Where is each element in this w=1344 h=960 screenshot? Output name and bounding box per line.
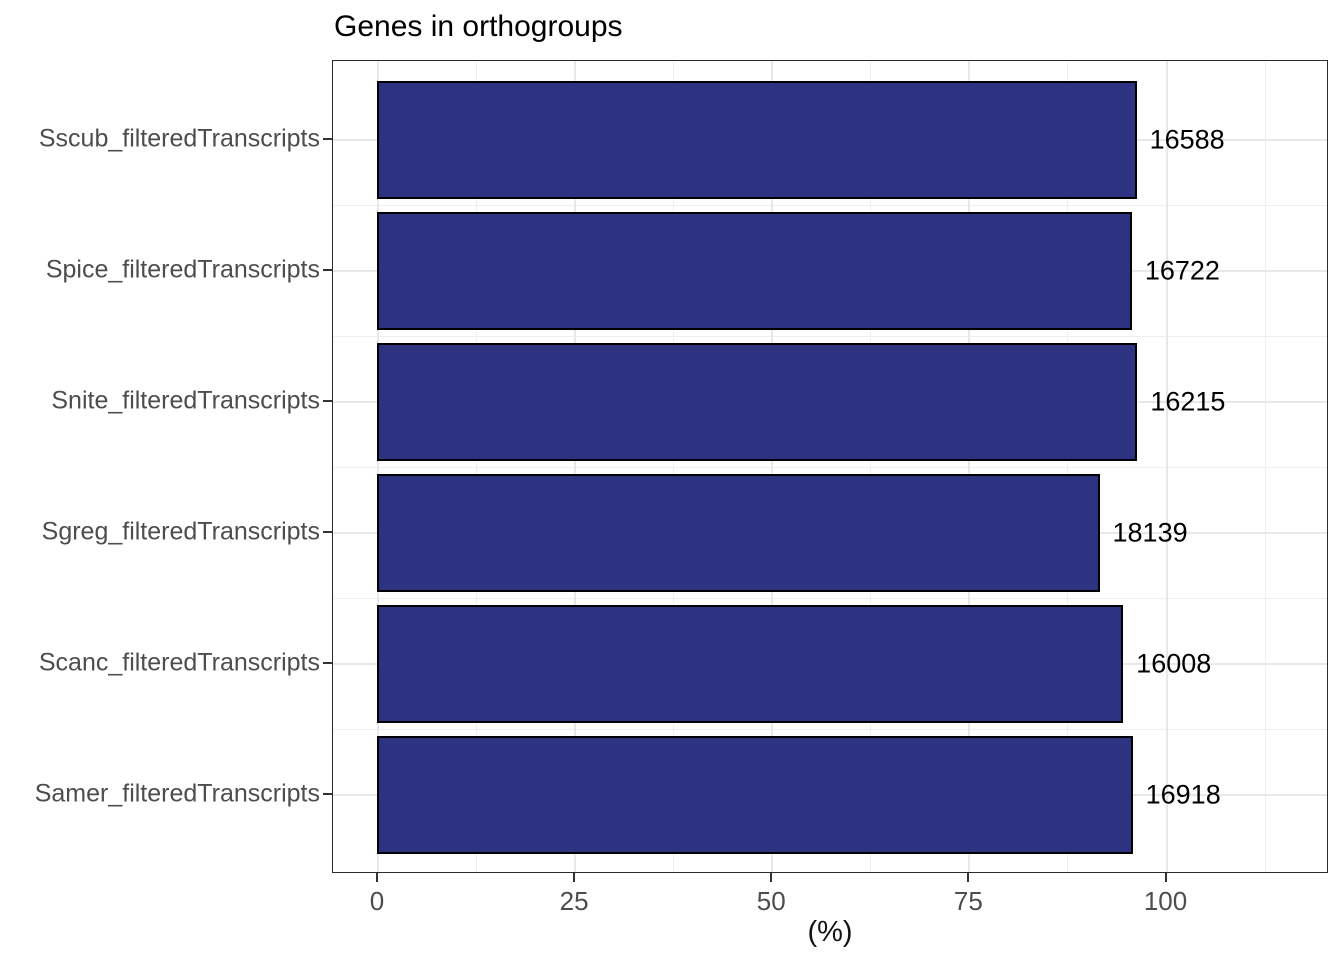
y-axis-tick-mark (323, 399, 332, 402)
y-axis-tick-mark (323, 137, 332, 140)
bar (376, 474, 1100, 593)
gridline-minor-horizontal (333, 729, 1327, 731)
chart-title: Genes in orthogroups (334, 10, 623, 43)
y-axis-category-label: Snite_filteredTranscripts (51, 386, 320, 415)
x-axis-tick-label: 0 (369, 886, 385, 916)
gridline-major-vertical (771, 61, 774, 872)
y-axis-tick-mark (323, 268, 332, 271)
bar-value-label: 16215 (1150, 386, 1226, 417)
gridline-minor-vertical (870, 61, 872, 872)
x-axis-tick-mark (967, 873, 970, 882)
bar-value-label: 16918 (1145, 779, 1221, 810)
gridline-minor-horizontal (333, 335, 1327, 337)
gridline-minor-vertical (1067, 61, 1069, 872)
x-axis-tick-mark (375, 873, 378, 882)
y-axis-category-label: Sgreg_filteredTranscripts (41, 517, 320, 546)
gridline-minor-horizontal (333, 467, 1327, 468)
y-axis-category-label: Scanc_filteredTranscripts (38, 648, 320, 677)
gridline-minor-vertical (476, 61, 478, 872)
y-axis-tick-mark (323, 793, 332, 796)
y-axis-tick-mark (323, 662, 332, 665)
gridline-minor-horizontal (333, 204, 1327, 206)
x-axis-tick-mark (770, 873, 773, 882)
bar (376, 736, 1133, 855)
gridline-major-vertical (968, 61, 971, 872)
bar (376, 342, 1138, 461)
gridline-major-vertical (376, 61, 379, 872)
y-axis-category-label: Spice_filteredTranscripts (45, 255, 320, 284)
x-axis-tick-label: 75 (953, 886, 983, 916)
bar-value-label: 18139 (1112, 517, 1188, 548)
y-axis-category-label: Samer_filteredTranscripts (34, 779, 320, 808)
bar-value-label: 16008 (1136, 648, 1212, 679)
gridline-minor-vertical (1264, 61, 1266, 872)
x-axis-title: (%) (807, 916, 853, 948)
bar-value-label: 16588 (1149, 124, 1225, 155)
gridline-major-vertical (574, 61, 577, 872)
bar (376, 80, 1137, 199)
bar (376, 605, 1124, 724)
x-axis-tick-label: 50 (756, 886, 786, 916)
gridline-minor-vertical (673, 61, 675, 872)
y-axis-category-label: Sscub_filteredTranscripts (38, 124, 320, 153)
plot-panel: 16588 16722 16215 18139 16008 16918 (332, 60, 1328, 873)
gridline-minor-horizontal (333, 598, 1327, 600)
x-axis-tick-mark (1164, 873, 1167, 882)
x-axis-tick-mark (573, 873, 576, 882)
x-axis-tick-label: 25 (559, 886, 589, 916)
bar (376, 211, 1132, 330)
y-axis-tick-mark (323, 531, 332, 534)
bar-value-label: 16722 (1144, 255, 1220, 286)
x-axis-tick-label: 100 (1143, 886, 1188, 916)
gridline-major-vertical (1165, 61, 1168, 872)
